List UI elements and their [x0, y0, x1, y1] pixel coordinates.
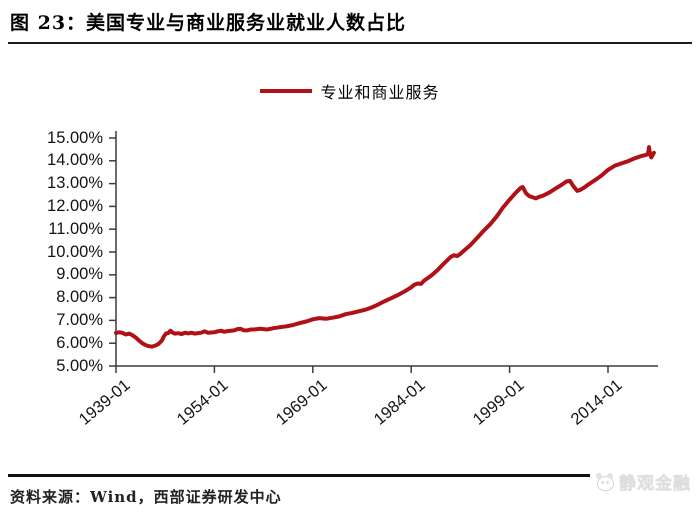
y-tick-label: 7.00%	[56, 310, 103, 329]
y-tick-label: 12.00%	[47, 196, 103, 215]
chart-legend: 专业和商业服务	[0, 79, 700, 103]
figure-title: 图 23：美国专业与商业服务业就业人数占比	[10, 12, 407, 34]
y-tick-label: 14.00%	[47, 151, 103, 170]
title-separator	[8, 42, 692, 44]
watermark-text: 静观金融	[619, 474, 691, 494]
y-tick-label: 13.00%	[47, 174, 103, 193]
y-tick-label: 9.00%	[56, 265, 103, 284]
legend-line-swatch	[260, 89, 313, 93]
series-line	[114, 145, 656, 349]
panda-icon	[595, 473, 615, 491]
y-tick-label: 15.00%	[47, 128, 103, 147]
y-tick-label: 6.00%	[56, 333, 103, 352]
legend-label: 专业和商业服务	[320, 83, 440, 102]
watermark-logo: 静观金融	[590, 466, 696, 497]
y-tick-label: 8.00%	[56, 288, 103, 307]
y-tick-label: 11.00%	[48, 219, 103, 238]
source-text: 资料来源：Wind，西部证券研发中心	[10, 488, 282, 506]
y-tick-label: 5.00%	[56, 356, 103, 375]
footer-separator	[8, 474, 692, 477]
y-tick-label: 10.00%	[47, 242, 103, 261]
